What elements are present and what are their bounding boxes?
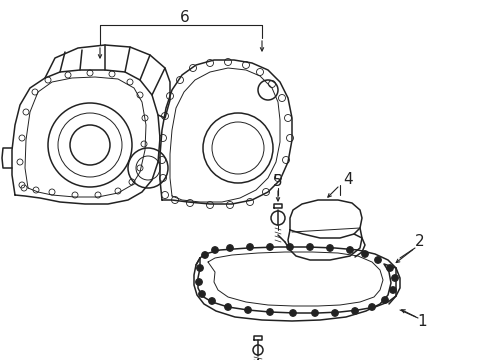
Circle shape: [326, 245, 332, 251]
Circle shape: [311, 310, 318, 316]
Circle shape: [244, 307, 251, 313]
Circle shape: [351, 308, 358, 314]
Circle shape: [226, 245, 233, 251]
Circle shape: [361, 251, 367, 257]
Circle shape: [389, 287, 395, 293]
Circle shape: [286, 244, 293, 250]
Circle shape: [306, 244, 312, 250]
Circle shape: [391, 275, 397, 281]
Circle shape: [202, 252, 208, 258]
Text: 2: 2: [414, 234, 424, 249]
Circle shape: [374, 257, 381, 263]
Circle shape: [368, 304, 374, 310]
Circle shape: [199, 291, 205, 297]
Circle shape: [246, 244, 253, 250]
Text: 5: 5: [273, 175, 282, 189]
Circle shape: [331, 310, 338, 316]
Circle shape: [195, 279, 202, 285]
Circle shape: [196, 265, 203, 271]
Circle shape: [266, 309, 273, 315]
Circle shape: [208, 298, 215, 304]
Circle shape: [381, 297, 387, 303]
Text: 4: 4: [343, 172, 352, 188]
Circle shape: [266, 244, 273, 250]
Text: 1: 1: [416, 315, 426, 329]
Circle shape: [224, 304, 231, 310]
Circle shape: [346, 247, 352, 253]
Text: 6: 6: [180, 10, 189, 26]
Circle shape: [386, 265, 392, 271]
Circle shape: [211, 247, 218, 253]
Circle shape: [289, 310, 296, 316]
